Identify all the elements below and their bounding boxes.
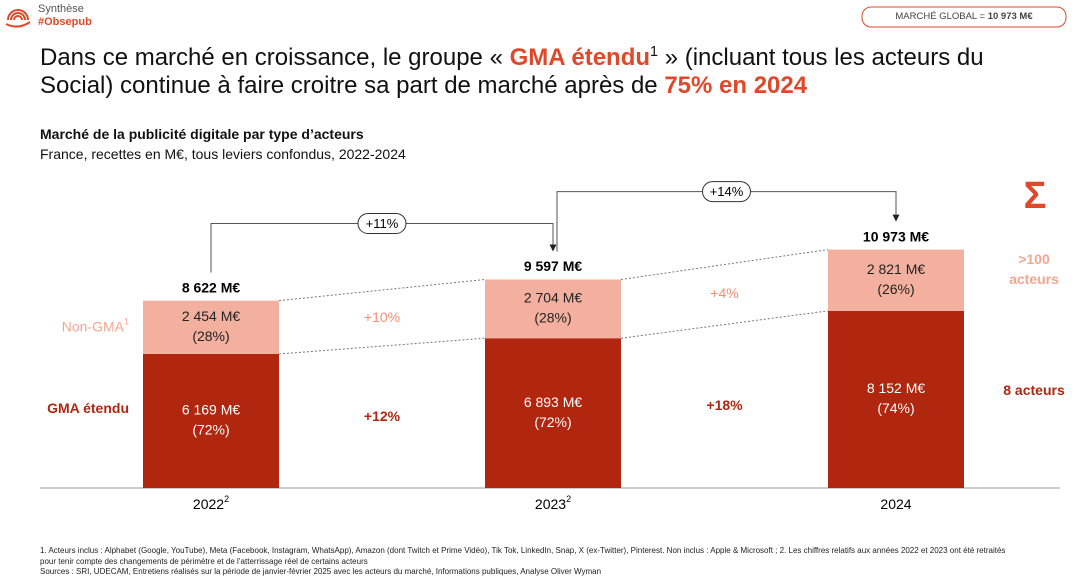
share-label: (72%) <box>192 422 229 438</box>
share-label: (72%) <box>534 414 571 430</box>
growth-label: +10% <box>364 309 400 325</box>
logo <box>5 9 31 28</box>
bar-segment <box>828 249 964 311</box>
connector <box>620 310 829 339</box>
market-box <box>861 6 1067 28</box>
category-note: 2 <box>224 494 229 504</box>
series-note: 1 <box>124 317 129 327</box>
side-label: 8 acteurs <box>1003 382 1065 398</box>
footnote: 1. Acteurs inclus : Alphabet (Google, Yo… <box>40 546 1006 555</box>
title-text: » (incluant tous les acteurs du Social) … <box>40 44 984 99</box>
side-label: >100 <box>1018 251 1050 267</box>
growth-label: +18% <box>706 397 743 413</box>
title-note: 1 <box>650 44 659 60</box>
title-text: Dans ce marché en croissance, le groupe … <box>40 44 510 71</box>
sum-symbol: Σ <box>1024 175 1047 217</box>
chart-subtitle: France, recettes en M€, tous leviers con… <box>40 146 406 162</box>
growth-box <box>357 212 407 234</box>
total-growth-label: +14% <box>710 184 744 199</box>
arrow-head <box>892 214 900 222</box>
category-note: 2 <box>566 494 571 504</box>
total-growth-label: +11% <box>366 216 399 231</box>
growth-label: +12% <box>364 408 401 424</box>
share-label: (26%) <box>877 281 914 297</box>
bar-segment <box>485 279 621 339</box>
share-label: (74%) <box>877 400 914 416</box>
market-value: 10 973 M€ <box>987 11 1033 22</box>
series-name-text: Non-GMA <box>62 318 125 334</box>
share-label: (28%) <box>534 310 571 326</box>
arrow-head <box>549 244 557 252</box>
value-label: 2 821 M€ <box>867 261 926 277</box>
footnote: Sources : SRI, UDECAM, Entretiens réalis… <box>40 567 602 576</box>
side-label: acteurs <box>1009 271 1059 287</box>
bar-segment <box>485 338 621 488</box>
title: Dans ce marché en croissance, le groupe … <box>40 38 1060 100</box>
title-highlight: 75% en 2024 <box>664 72 808 99</box>
value-label: 2 454 M€ <box>182 308 241 324</box>
connector <box>278 278 486 302</box>
footnotes: 1. Acteurs inclus : Alphabet (Google, Yo… <box>40 546 1070 578</box>
series-name-text: GMA étendu <box>47 400 129 416</box>
market-label: MARCHÉ GLOBAL = <box>895 11 988 22</box>
total-label: 9 597 M€ <box>524 258 583 274</box>
x-tick-label: 2024 <box>880 496 911 512</box>
market-text: MARCHÉ GLOBAL = 10 973 M€ <box>862 7 1066 27</box>
total-label: 8 622 M€ <box>182 279 241 295</box>
category: 2022 <box>193 496 224 512</box>
bar-segment <box>828 310 964 488</box>
tag: #Obsepub <box>38 16 92 28</box>
growth-box <box>702 181 751 203</box>
category: 2023 <box>535 496 566 512</box>
x-tick-label: 20222 <box>193 494 229 511</box>
connector <box>620 249 829 280</box>
value-label: 6 893 M€ <box>524 394 583 410</box>
bar-segment <box>143 300 279 354</box>
x-tick-label: 20232 <box>535 494 571 511</box>
chart-title: Marché de la publicité digitale par type… <box>40 126 364 142</box>
value-label: 8 152 M€ <box>867 380 926 396</box>
value-label: 2 704 M€ <box>524 290 583 306</box>
connector <box>278 337 486 355</box>
total-label: 10 973 M€ <box>863 228 929 244</box>
growth-label: +4% <box>710 285 738 301</box>
section: Synthèse <box>38 3 84 15</box>
category: 2024 <box>880 496 911 512</box>
series-name: Non-GMA1 <box>62 317 129 334</box>
value-label: 6 169 M€ <box>182 402 241 418</box>
share-label: (28%) <box>192 328 229 344</box>
series-name: GMA étendu <box>47 400 129 416</box>
footnote: pour tenir compte des changements de pér… <box>40 556 368 566</box>
bar-segment <box>143 353 279 488</box>
title-highlight: GMA étendu <box>509 44 651 71</box>
